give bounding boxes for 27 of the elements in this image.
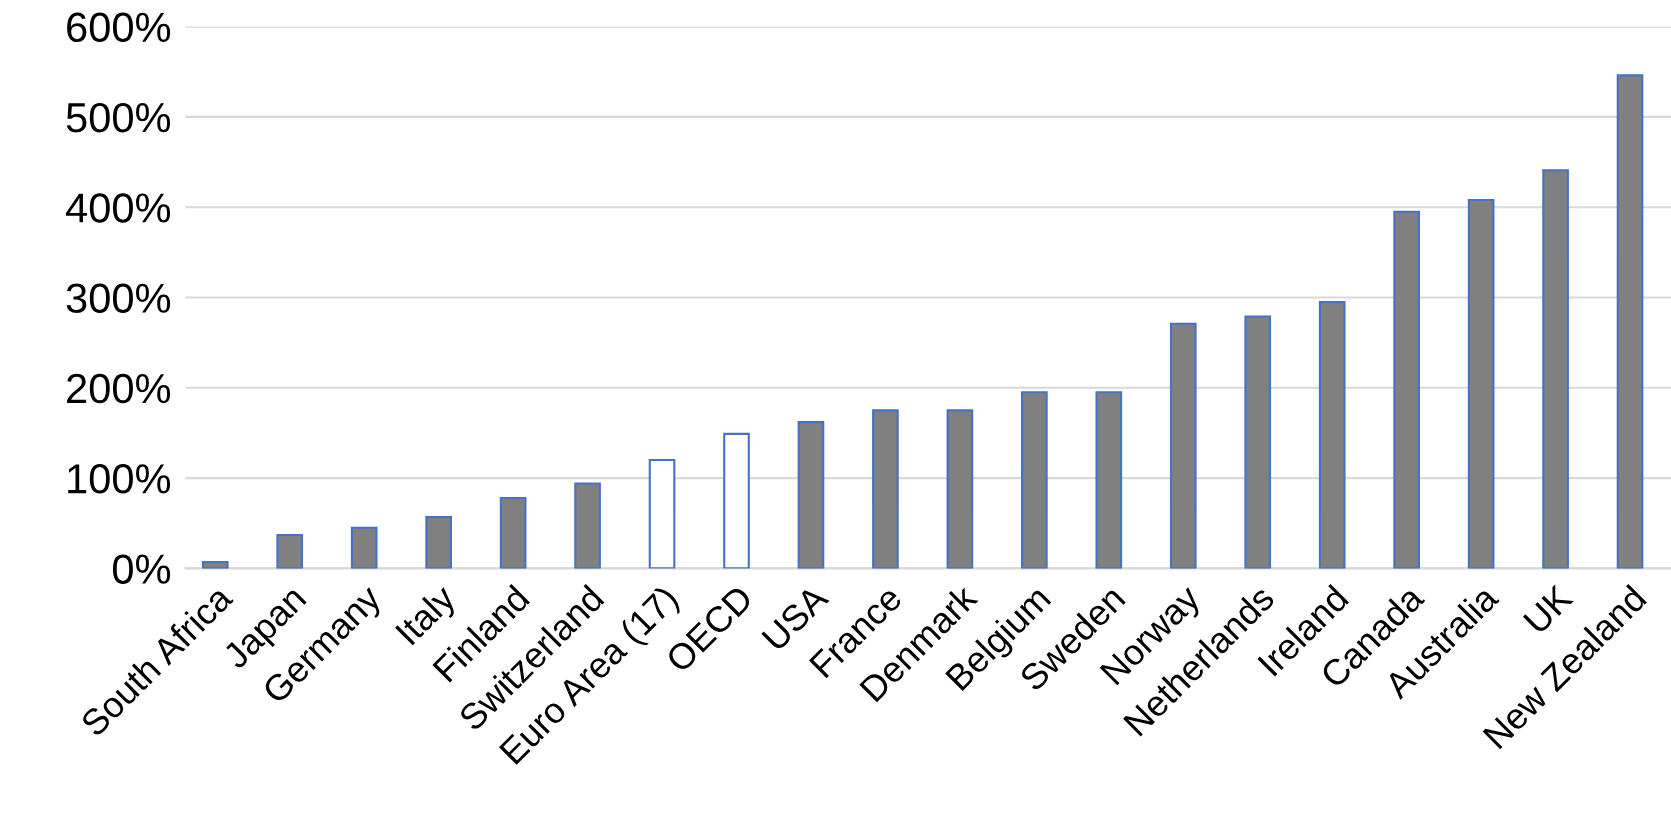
bar [1021,391,1048,569]
bar [1467,198,1495,569]
bar [425,515,452,569]
bar [723,432,750,569]
bar [1095,391,1123,569]
bar [1318,300,1346,569]
bar [648,459,676,569]
y-tick-label: 500% [66,102,171,133]
y-tick-label: 400% [65,193,171,223]
bar [350,526,378,569]
bar [1393,210,1420,569]
bar [946,409,974,569]
bar [797,421,825,569]
bar [276,533,304,569]
bar [574,482,601,569]
y-tick-label: 100% [68,464,171,494]
y-tick-label: 0% [113,554,171,584]
y-tick-label: 600% [67,12,171,43]
bar [201,561,229,569]
bar [499,496,527,569]
y-tick-label: 200% [67,373,171,404]
bar [1244,315,1272,569]
bar [1169,322,1197,569]
y-tick-label: 300% [66,283,171,314]
bar [1616,74,1644,569]
bar [1542,169,1569,569]
bar [872,409,899,569]
